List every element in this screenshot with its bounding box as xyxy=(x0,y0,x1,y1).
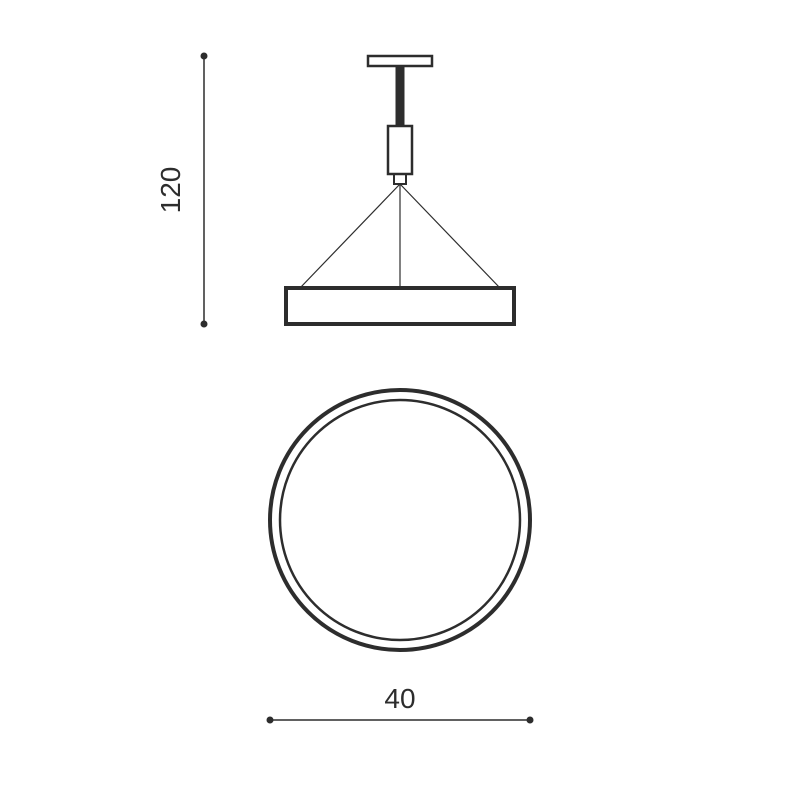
cable-housing xyxy=(388,126,412,174)
dim-height-dot-bottom xyxy=(201,321,208,328)
dimension-height: 120 xyxy=(155,53,208,328)
canopy xyxy=(368,56,432,66)
dim-diameter-label: 40 xyxy=(384,683,415,714)
dim-height-label: 120 xyxy=(155,167,186,214)
lamp-bottom-view xyxy=(270,390,530,650)
dim-height-dot-top xyxy=(201,53,208,60)
cable-left xyxy=(300,184,400,288)
dim-diameter-dot-left xyxy=(267,717,274,724)
ring-inner xyxy=(280,400,520,640)
ring-outer xyxy=(270,390,530,650)
dimension-diameter: 40 xyxy=(267,683,534,724)
technical-drawing: 120 40 xyxy=(0,0,800,800)
lamp-side-view xyxy=(286,56,514,324)
cable-exit xyxy=(394,174,406,184)
cable-right xyxy=(400,184,500,288)
suspension-rod xyxy=(396,66,404,126)
dim-diameter-dot-right xyxy=(527,717,534,724)
light-panel-side xyxy=(286,288,514,324)
